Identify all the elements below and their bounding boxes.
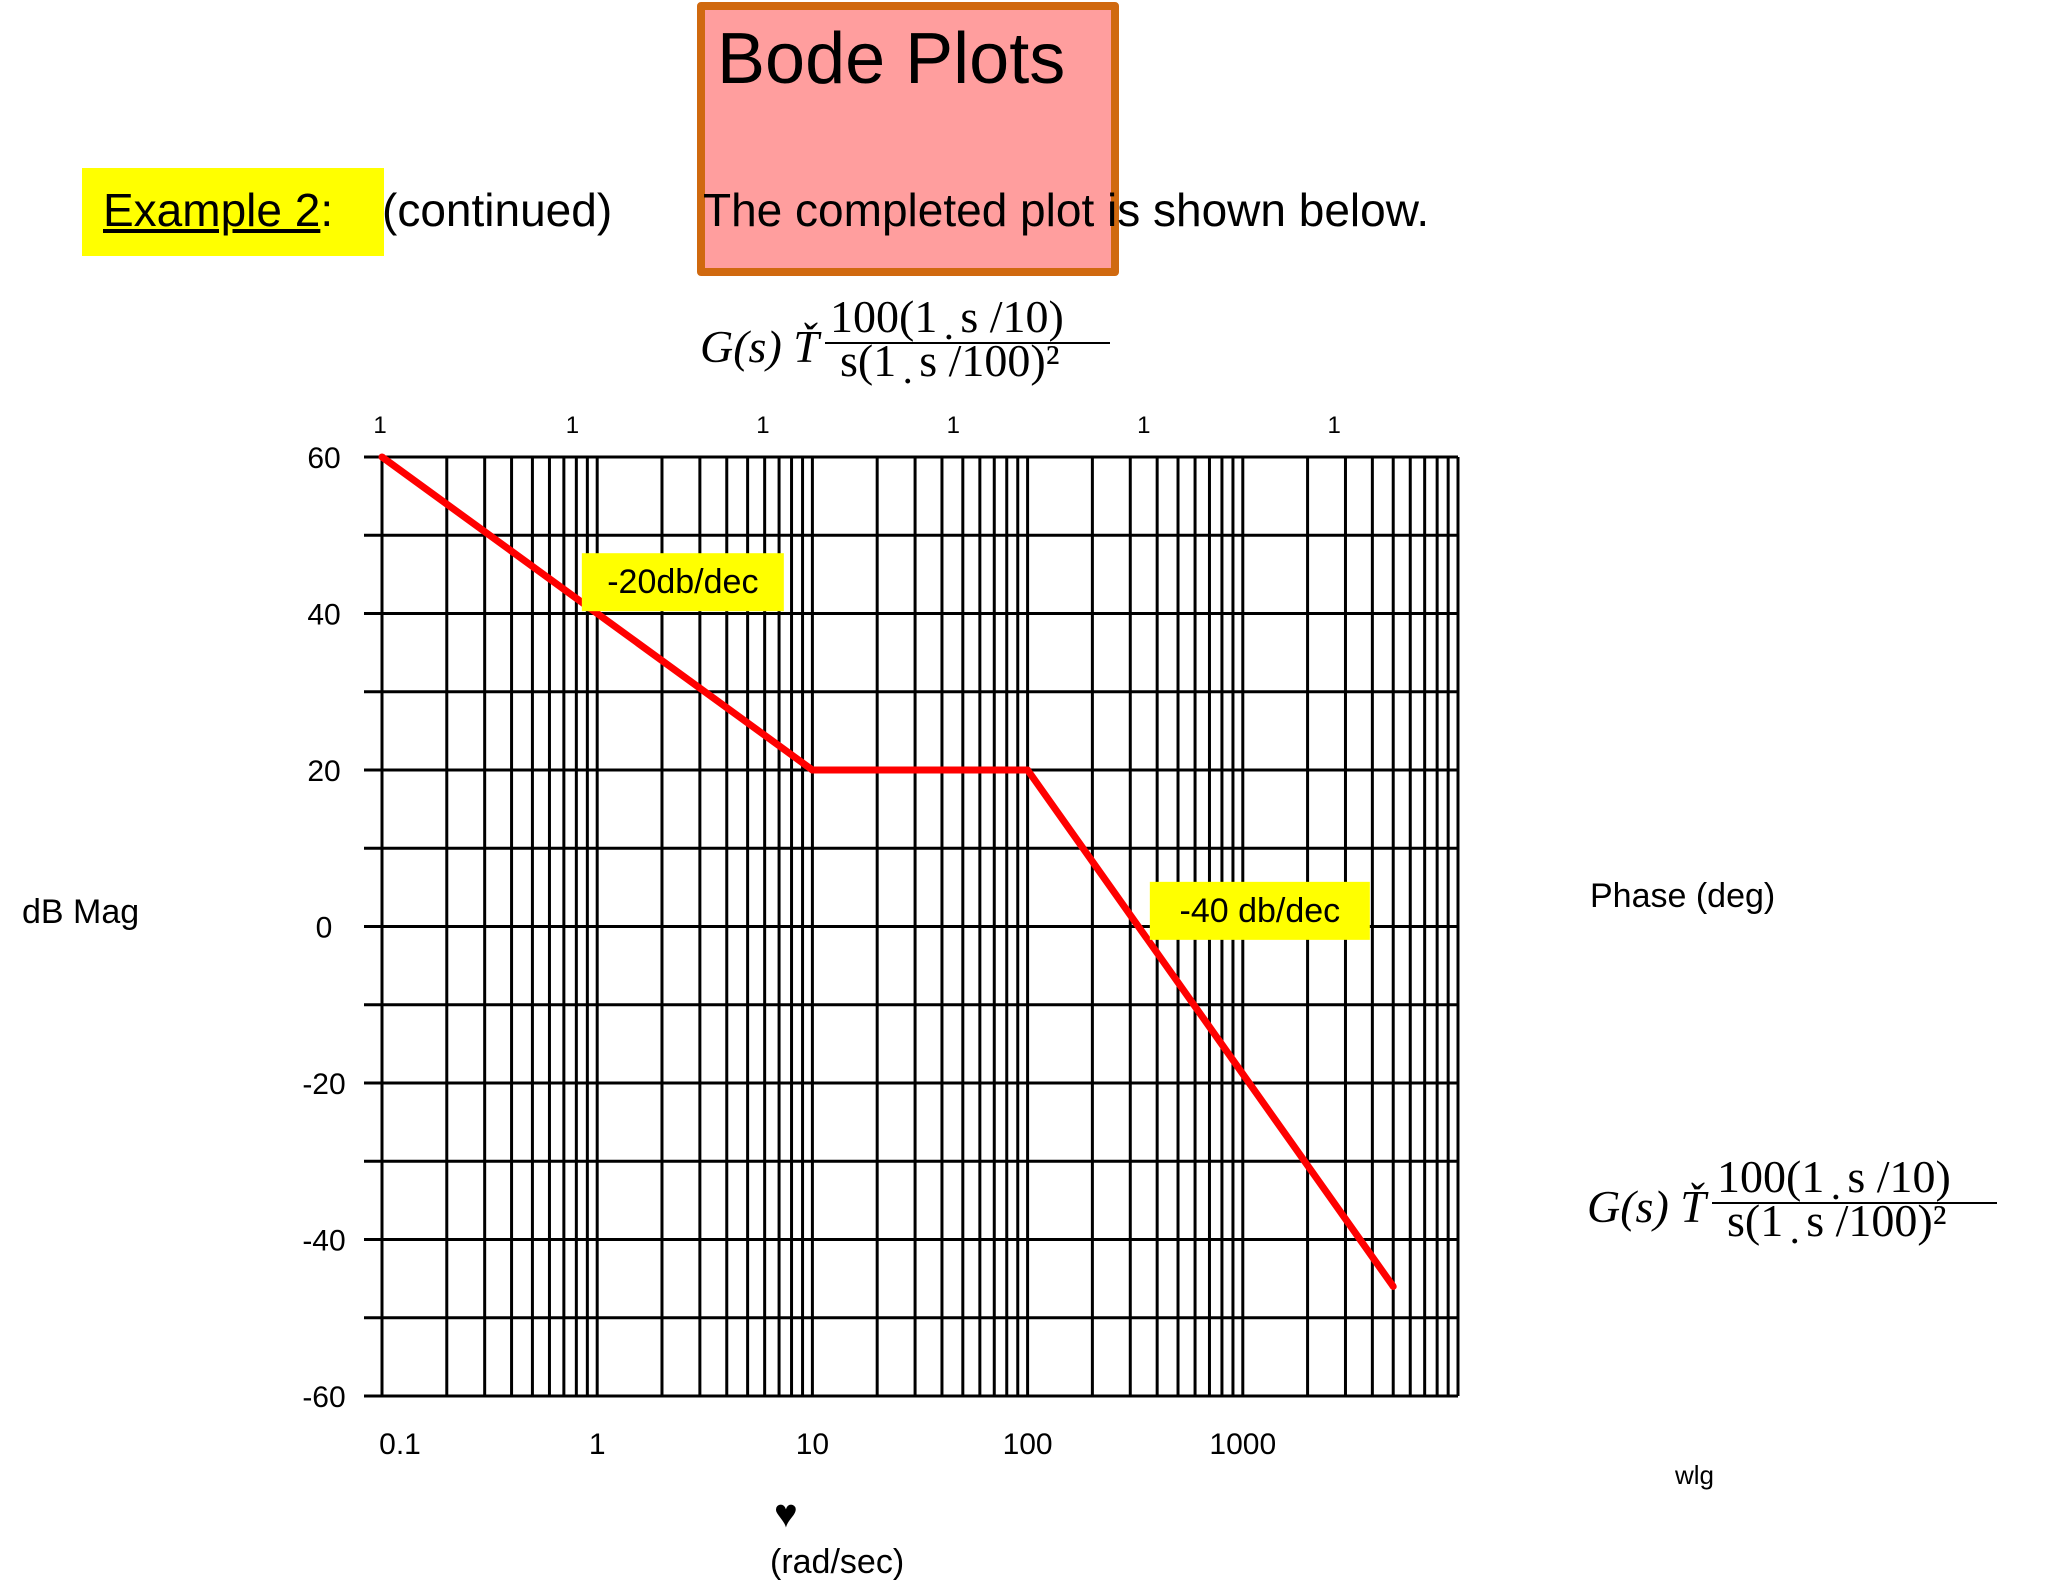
formula-numerator: 100(1 ̣ s /10) — [830, 291, 1064, 342]
heart-icon: ♥ — [774, 1492, 798, 1536]
slope-annotation-bg — [1149, 881, 1370, 940]
phase-axis-label: Phase (deg) — [1590, 877, 1776, 915]
transfer-function-right: G(s) Ť 100(1 ̣ s /10) s(1 ̣ s /100)² — [1587, 1150, 2007, 1260]
example-label-text: Example 2 — [103, 184, 321, 236]
y-tick-label: 0 — [316, 912, 333, 945]
slope-annotation: -40 db/dec — [1180, 892, 1341, 930]
x-axis-unit-label: (rad/sec) — [770, 1543, 905, 1581]
y-tick-label: -40 — [302, 1225, 345, 1258]
y-tick-label: 20 — [307, 755, 340, 788]
magnitude-breakpoint — [808, 766, 816, 774]
top-tick-label: 1 — [566, 412, 579, 439]
slide-title: Bode Plots — [717, 19, 1066, 99]
formula-denominator: s(1 ̣ s /100)² — [840, 335, 1060, 386]
y-axis-label: dB Mag — [22, 893, 140, 931]
y-tick-label: 40 — [307, 599, 340, 632]
example-label: Example 2: — [103, 183, 333, 237]
formula-numerator-right: 100(1 ̣ s /10) — [1717, 1151, 1951, 1202]
magnitude-breakpoint — [1389, 1282, 1397, 1290]
y-tick-label: -20 — [302, 1068, 345, 1101]
x-tick-label: 10 — [796, 1428, 829, 1461]
formula-bar — [825, 342, 1110, 344]
transfer-function-top: G(s) Ť 100(1 ̣ s /10) s(1 ̣ s /100)² — [700, 290, 1120, 400]
example-colon: : — [320, 184, 334, 236]
magnitude-breakpoint — [1024, 766, 1032, 774]
formula-denominator-right: s(1 ̣ s /100)² — [1727, 1195, 1947, 1246]
x-tick-label: 1000 — [1209, 1428, 1276, 1461]
formula-bar-right — [1712, 1202, 1997, 1204]
formula-lhs: G(s) Ť — [700, 321, 819, 372]
bode-magnitude-chart: 60 40 20 0 -20 -40 -60 0.1 1 10 100 1000 1 1 1 1 1 1 -20db… — [302, 412, 1460, 1461]
example-highlight — [82, 168, 384, 256]
top-tick-label: 1 — [756, 412, 769, 439]
title-box — [697, 2, 1119, 276]
y-tick-label: -60 — [302, 1381, 345, 1414]
top-tick-label: 1 — [947, 412, 960, 439]
y-tick-label: 60 — [307, 442, 340, 475]
x-tick-label: 0.1 — [379, 1428, 421, 1461]
top-tick-label: 1 — [373, 412, 386, 439]
slope-annotation: -20db/dec — [607, 563, 758, 601]
continued-label: (continued) — [382, 184, 613, 236]
top-tick-label: 1 — [1328, 412, 1341, 439]
magnitude-asymptote-line — [379, 454, 1397, 1289]
caption: The completed plot is shown below. — [703, 184, 1430, 236]
corner-label: wlg — [1675, 1460, 1715, 1490]
slope-annotation-bg — [581, 553, 784, 612]
top-tick-label: 1 — [1137, 412, 1150, 439]
x-tick-label: 1 — [589, 1428, 606, 1461]
magnitude-breakpoint — [378, 453, 386, 461]
x-tick-label: 100 — [1003, 1428, 1053, 1461]
formula-lhs-right: G(s) Ť — [1587, 1181, 1706, 1232]
